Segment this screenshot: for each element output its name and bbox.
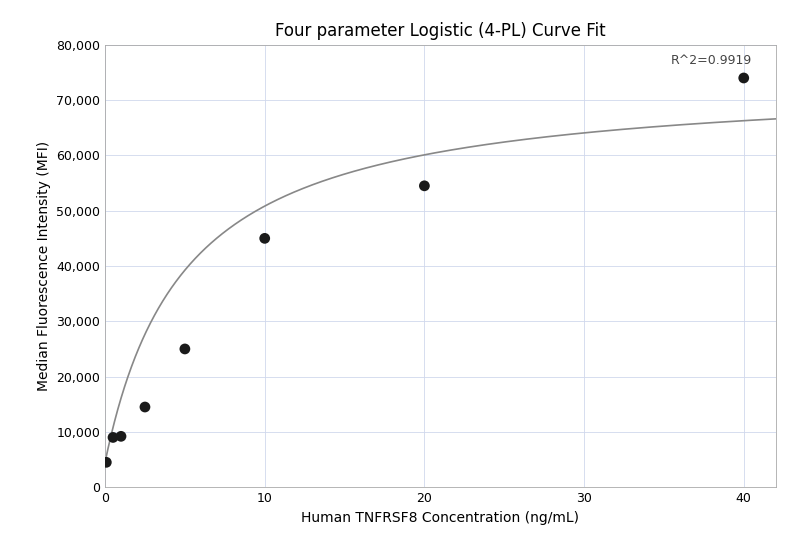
- Point: [259, 234, 271, 243]
- Text: R^2=0.9919: R^2=0.9919: [671, 54, 751, 67]
- Point: [737, 73, 750, 82]
- Point: [107, 433, 120, 442]
- Point: [115, 432, 128, 441]
- Point: [179, 344, 191, 353]
- Point: [138, 403, 151, 412]
- Point: [418, 181, 431, 190]
- Point: [100, 458, 113, 467]
- Title: Four parameter Logistic (4-PL) Curve Fit: Four parameter Logistic (4-PL) Curve Fit: [275, 22, 606, 40]
- X-axis label: Human TNFRSF8 Concentration (ng/mL): Human TNFRSF8 Concentration (ng/mL): [301, 511, 579, 525]
- Y-axis label: Median Fluorescence Intensity (MFI): Median Fluorescence Intensity (MFI): [36, 141, 51, 391]
